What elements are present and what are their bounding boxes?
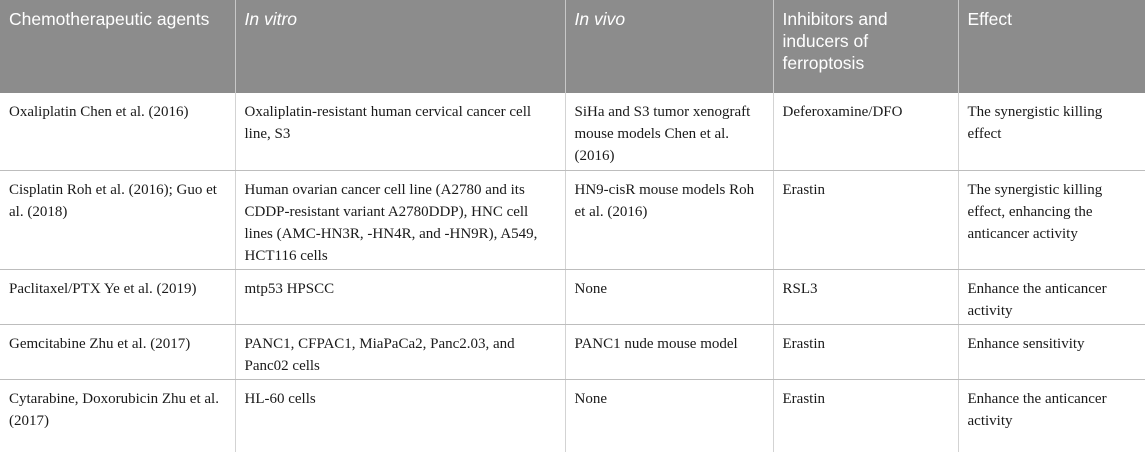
table-row: Cisplatin Roh et al. (2016); Guo et al. … (0, 170, 1145, 270)
cell-agent: Oxaliplatin Chen et al. (2016) (0, 93, 236, 171)
cell-agent: Cisplatin Roh et al. (2016); Guo et al. … (0, 170, 236, 270)
cell-effect: The synergistic killing effect (958, 93, 1145, 171)
cell-effect: Enhance the anticancer activity (967, 390, 1107, 429)
header-in-vivo: In vivo (565, 0, 774, 93)
cell-agent: Paclitaxel/PTX Ye et al. (2019) (0, 269, 236, 325)
header-row: Chemotherapeutic agents In vitro In vivo… (0, 0, 1145, 93)
header-chemotherapeutic-agents: Chemotherapeutic agents (0, 0, 236, 93)
cell-in-vivo: None (565, 269, 774, 325)
header-in-vitro: In vitro (235, 0, 566, 93)
table-row: Oxaliplatin Chen et al. (2016) Oxaliplat… (0, 93, 1145, 171)
cell-in-vivo: PANC1 nude mouse model (565, 324, 774, 380)
table-row: Paclitaxel/PTX Ye et al. (2019) mtp53 HP… (0, 269, 1145, 325)
cell-effect: The synergistic killing effect, enhancin… (958, 170, 1145, 270)
cell-agent: Cytarabine, Doxorubicin Zhu et al. (2017… (0, 379, 236, 452)
cell-in-vitro: Human ovarian cancer cell line (A2780 an… (235, 170, 566, 270)
table-row: Gemcitabine Zhu et al. (2017) PANC1, CFP… (0, 324, 1145, 380)
cell-in-vitro: mtp53 HPSCC (235, 269, 566, 325)
header-effect: Effect (958, 0, 1145, 93)
cell-inhibitor-inducer: RSL3 (773, 269, 959, 325)
cell-in-vivo: HN9-cisR mouse models Roh et al. (2016) (565, 170, 774, 270)
cell-inhibitor-inducer: Deferoxamine/DFO (773, 93, 959, 171)
cell-in-vivo: None (565, 379, 774, 452)
cell-inhibitor-inducer: Erastin (773, 324, 959, 380)
cell-effect: Enhance the anticancer activity (958, 269, 1145, 325)
header-inhibitors-inducers: Inhibitors and inducers of ferroptosis (773, 0, 959, 93)
cell-in-vivo: SiHa and S3 tumor xenograft mouse models… (565, 93, 774, 171)
cell-effect: Enhance sensitivity (958, 324, 1145, 380)
cell-agent: Gemcitabine Zhu et al. (2017) (0, 324, 236, 380)
cell-in-vitro: HL-60 cells (235, 379, 566, 452)
cell-in-vitro: Oxaliplatin-resistant human cervical can… (235, 93, 566, 171)
table-row: Cytarabine, Doxorubicin Zhu et al. (2017… (0, 379, 1145, 452)
cell-in-vitro: PANC1, CFPAC1, MiaPaCa2, Panc2.03, and P… (235, 324, 566, 380)
cell-inhibitor-inducer: Erastin (773, 379, 959, 452)
cell-inhibitor-inducer: Erastin (773, 170, 959, 270)
